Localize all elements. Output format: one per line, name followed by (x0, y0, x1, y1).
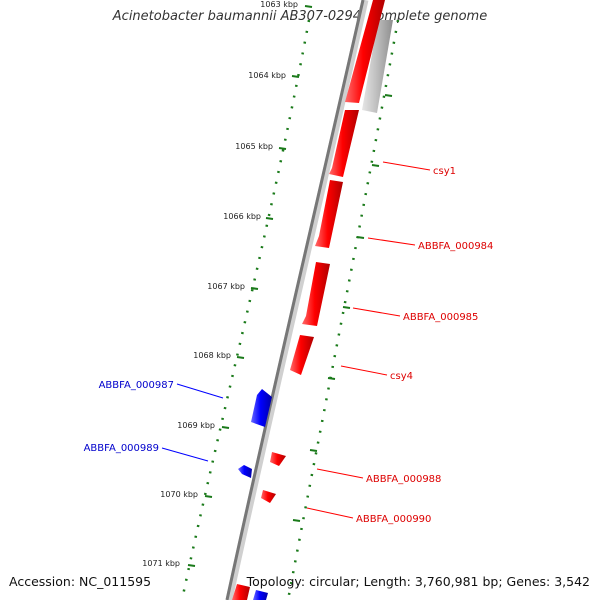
gene-arrow-forward (345, 0, 385, 103)
gene-arrow-forward (232, 584, 250, 600)
ruler-track (180, 19, 311, 600)
tick-label: 1070 kbp (160, 490, 198, 499)
gene-label: csy4 (390, 371, 413, 382)
tick-mark (291, 75, 300, 78)
gc-content-bar (362, 20, 393, 113)
gene-label: csy1 (433, 166, 456, 177)
gene-arrow-forward (315, 180, 343, 248)
accession-label: Accession: NC_011595 (9, 574, 152, 589)
gene-arrow-forward (329, 110, 359, 177)
gene-arrow-forward (261, 490, 276, 503)
tick-mark (250, 287, 259, 290)
tick-mark (304, 5, 313, 8)
tick-mark (236, 356, 245, 359)
gene-label: ABBFA_000989 (84, 443, 159, 454)
reverse-genes (238, 389, 272, 600)
gene-label: ABBFA_000984 (418, 241, 493, 252)
tick-marks (187, 5, 393, 567)
gene-labels: csy1 ABBFA_000984 ABBFA_000985 csy4 ABBF… (84, 166, 494, 525)
tick-label: 1067 kbp (207, 282, 245, 291)
tick-label: 1071 kbp (142, 559, 180, 568)
gene-arrow-reverse (238, 465, 252, 478)
tick-mark (278, 147, 287, 150)
gene-label: ABBFA_000985 (403, 312, 478, 323)
tick-label: 1066 kbp (223, 212, 261, 221)
gene-label: ABBFA_000987 (99, 380, 174, 391)
outer-dotted-track (286, 19, 400, 600)
tick-label: 1068 kbp (193, 351, 231, 360)
gene-arrow-forward (270, 452, 286, 466)
tick-label: 1069 kbp (177, 421, 215, 430)
map-title: Acinetobacter baumannii AB307-0294, comp… (112, 9, 488, 24)
label-connectors (161, 161, 431, 519)
tick-label: 1064 kbp (248, 71, 286, 80)
tick-mark (204, 495, 213, 498)
gene-arrow-reverse (251, 389, 272, 427)
tick-mark (187, 564, 196, 567)
tick-labels: 1063 kbp 1064 kbp 1065 kbp 1066 kbp 1067… (142, 0, 298, 568)
genome-stats: Topology: circular; Length: 3,760,981 bp… (246, 574, 590, 589)
tick-label: 1065 kbp (235, 142, 273, 151)
forward-genes (232, 0, 385, 600)
gene-arrow-reverse (253, 590, 268, 600)
tick-label: 1063 kbp (260, 0, 298, 9)
gene-arrow-forward (290, 335, 314, 375)
gene-arrow-forward (302, 262, 330, 326)
gene-label: ABBFA_000990 (356, 514, 431, 525)
tick-mark (265, 217, 274, 220)
tick-mark (221, 426, 230, 429)
backbone-arc (225, 0, 369, 600)
gene-label: ABBFA_000988 (366, 474, 441, 485)
